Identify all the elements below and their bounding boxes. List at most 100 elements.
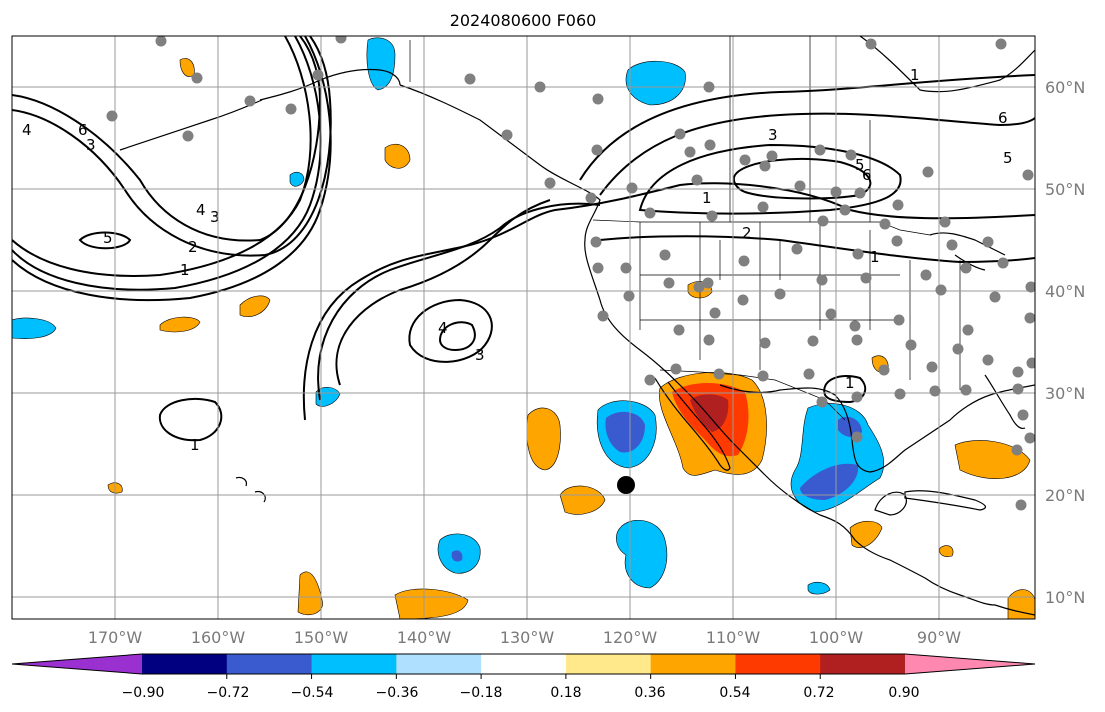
- station-marker[interactable]: [905, 339, 917, 351]
- station-marker[interactable]: [1012, 383, 1024, 395]
- station-marker[interactable]: [830, 186, 842, 198]
- station-marker[interactable]: [982, 236, 994, 248]
- station-marker[interactable]: [544, 177, 556, 189]
- station-marker[interactable]: [644, 207, 656, 219]
- station-marker[interactable]: [191, 72, 203, 84]
- station-marker[interactable]: [878, 364, 890, 376]
- station-marker[interactable]: [739, 154, 751, 166]
- station-marker[interactable]: [737, 294, 749, 306]
- station-marker[interactable]: [852, 248, 864, 260]
- station-marker[interactable]: [285, 103, 297, 115]
- station-marker[interactable]: [995, 38, 1007, 50]
- station-marker[interactable]: [845, 149, 857, 161]
- station-marker[interactable]: [1022, 169, 1034, 181]
- station-marker[interactable]: [920, 269, 932, 281]
- station-marker[interactable]: [592, 262, 604, 274]
- station-marker[interactable]: [1012, 366, 1024, 378]
- station-marker[interactable]: [590, 236, 602, 248]
- station-marker[interactable]: [591, 144, 603, 156]
- station-marker[interactable]: [673, 324, 685, 336]
- station-marker[interactable]: [946, 239, 958, 251]
- station-marker[interactable]: [849, 320, 861, 332]
- station-marker[interactable]: [794, 180, 806, 192]
- station-marker[interactable]: [894, 388, 906, 400]
- station-marker[interactable]: [702, 277, 714, 289]
- station-marker[interactable]: [704, 139, 716, 151]
- station-marker[interactable]: [816, 274, 828, 286]
- station-marker[interactable]: [626, 182, 638, 194]
- station-marker[interactable]: [592, 93, 604, 105]
- station-marker[interactable]: [1026, 357, 1038, 369]
- station-marker[interactable]: [1011, 444, 1023, 456]
- station-marker[interactable]: [989, 291, 1001, 303]
- station-marker[interactable]: [759, 160, 771, 172]
- station-marker[interactable]: [585, 192, 597, 204]
- station-marker[interactable]: [684, 146, 696, 158]
- station-marker[interactable]: [335, 33, 347, 44]
- station-marker[interactable]: [879, 218, 891, 230]
- station-marker[interactable]: [703, 334, 715, 346]
- station-marker[interactable]: [960, 262, 972, 274]
- station-marker[interactable]: [892, 199, 904, 211]
- station-marker[interactable]: [766, 150, 778, 162]
- station-marker[interactable]: [926, 361, 938, 373]
- station-marker[interactable]: [935, 284, 947, 296]
- station-marker[interactable]: [891, 235, 903, 247]
- station-marker[interactable]: [982, 354, 994, 366]
- station-marker[interactable]: [1024, 312, 1036, 324]
- map-panel[interactable]: 1 1 1 1 2 2 3 3 3 3 4 4 4 5 5 5 6 6 6 1 …: [12, 33, 1038, 620]
- station-marker[interactable]: [807, 335, 819, 347]
- station-marker[interactable]: [854, 187, 866, 199]
- station-marker[interactable]: [929, 385, 941, 397]
- station-marker[interactable]: [663, 277, 675, 289]
- station-marker[interactable]: [939, 216, 951, 228]
- station-marker[interactable]: [816, 396, 828, 408]
- station-marker[interactable]: [817, 215, 829, 227]
- station-marker[interactable]: [706, 210, 718, 222]
- station-marker[interactable]: [952, 343, 964, 355]
- station-marker[interactable]: [106, 110, 118, 122]
- station-marker[interactable]: [814, 144, 826, 156]
- station-marker[interactable]: [620, 262, 632, 274]
- station-marker[interactable]: [713, 368, 725, 380]
- station-marker[interactable]: [738, 255, 750, 267]
- station-marker[interactable]: [860, 272, 872, 284]
- center-marker[interactable]: [617, 476, 635, 494]
- station-marker[interactable]: [962, 324, 974, 336]
- station-marker[interactable]: [839, 204, 851, 216]
- station-marker[interactable]: [691, 174, 703, 186]
- station-marker[interactable]: [774, 288, 786, 300]
- station-marker[interactable]: [851, 334, 863, 346]
- station-marker[interactable]: [1015, 499, 1027, 511]
- station-marker[interactable]: [312, 69, 324, 81]
- station-marker[interactable]: [825, 308, 837, 320]
- station-marker[interactable]: [244, 95, 256, 107]
- station-marker[interactable]: [791, 243, 803, 255]
- station-marker[interactable]: [851, 431, 863, 443]
- station-marker[interactable]: [1025, 281, 1037, 293]
- station-marker[interactable]: [893, 314, 905, 326]
- station-marker[interactable]: [674, 128, 686, 140]
- station-marker[interactable]: [644, 374, 656, 386]
- station-marker[interactable]: [759, 337, 771, 349]
- station-marker[interactable]: [1017, 409, 1029, 421]
- station-marker[interactable]: [693, 281, 705, 293]
- station-marker[interactable]: [659, 249, 671, 261]
- station-marker[interactable]: [501, 129, 513, 141]
- station-marker[interactable]: [155, 36, 167, 47]
- station-marker[interactable]: [960, 384, 972, 396]
- station-marker[interactable]: [865, 38, 877, 50]
- station-marker[interactable]: [623, 290, 635, 302]
- station-marker[interactable]: [757, 201, 769, 213]
- station-marker[interactable]: [182, 130, 194, 142]
- station-marker[interactable]: [703, 81, 715, 93]
- station-marker[interactable]: [803, 368, 815, 380]
- station-marker[interactable]: [464, 73, 476, 85]
- station-marker[interactable]: [997, 257, 1009, 269]
- station-marker[interactable]: [670, 363, 682, 375]
- station-marker[interactable]: [709, 307, 721, 319]
- station-marker[interactable]: [597, 310, 609, 322]
- station-marker[interactable]: [757, 370, 769, 382]
- station-marker[interactable]: [1024, 432, 1036, 444]
- station-marker[interactable]: [851, 391, 863, 403]
